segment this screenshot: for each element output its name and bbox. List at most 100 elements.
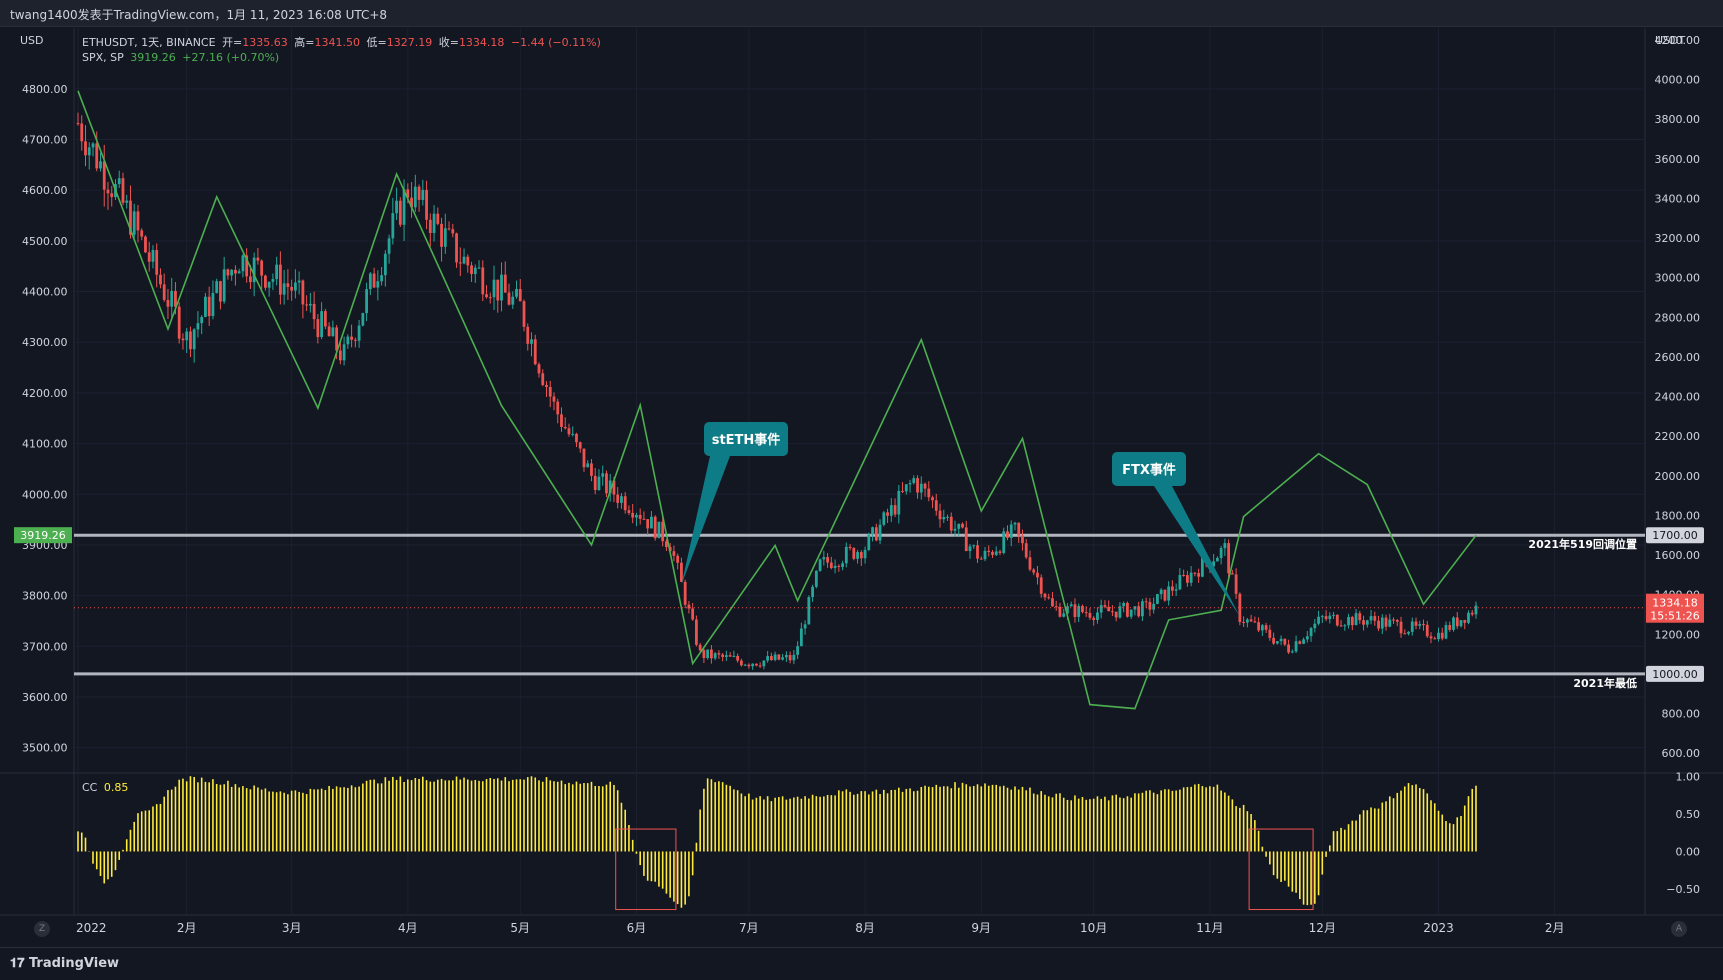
chart-area[interactable]: 2022 2月 3月 4月 5月 6月 7月 8月 9月 10月 11月 12月 2023 2月 4800.… bbox=[0, 27, 1723, 947]
eth-candle bbox=[151, 250, 155, 262]
cc-tick-label: 0.50 bbox=[1676, 808, 1701, 821]
eth-candle bbox=[234, 269, 237, 274]
eth-candle bbox=[1002, 531, 1006, 553]
eth-candle bbox=[129, 200, 132, 235]
right-tick-label: 1800.00 bbox=[1655, 509, 1701, 522]
eth-candle bbox=[792, 654, 796, 661]
cc-value: 0.85 bbox=[103, 781, 129, 794]
eth-candle bbox=[226, 269, 230, 276]
eth-candle bbox=[376, 281, 380, 288]
eth-candle bbox=[1324, 616, 1328, 620]
left-tick-label: 4000.00 bbox=[22, 488, 68, 501]
eth-candle bbox=[267, 281, 271, 288]
eth-candle bbox=[597, 476, 601, 491]
eth-candle bbox=[1339, 625, 1343, 627]
eth-candle bbox=[586, 463, 590, 468]
right-tick-label: 3200.00 bbox=[1655, 232, 1701, 245]
right-tick-label: 2000.00 bbox=[1655, 470, 1701, 483]
eth-candle bbox=[1137, 606, 1141, 617]
eth-candle bbox=[1350, 616, 1354, 626]
eth-candle bbox=[781, 657, 785, 660]
eth-candle bbox=[522, 301, 526, 327]
eth-candle bbox=[627, 510, 631, 513]
zoom-reset-button[interactable]: Z bbox=[34, 921, 50, 937]
eth-candle bbox=[207, 296, 211, 317]
cc-legend: CC 0.85 bbox=[82, 781, 131, 794]
eth-candle bbox=[736, 655, 740, 661]
eth-candle bbox=[278, 264, 282, 295]
tv-mark-icon: 𝟏𝟕 bbox=[10, 956, 29, 971]
eth-candle bbox=[1118, 606, 1122, 618]
eth-candle bbox=[293, 282, 297, 291]
eth-candle bbox=[1062, 613, 1066, 617]
eth-candle bbox=[777, 654, 781, 660]
eth-candle bbox=[1373, 616, 1377, 621]
eth-candle bbox=[477, 267, 481, 269]
eth-candle bbox=[661, 521, 665, 542]
eth-candle bbox=[256, 257, 260, 261]
eth-candle bbox=[1141, 601, 1144, 617]
eth-candle bbox=[635, 514, 638, 518]
level-label: 2021年最低 bbox=[1573, 676, 1637, 690]
eth-candle bbox=[608, 480, 612, 494]
eth-candle bbox=[871, 527, 874, 535]
eth-candle bbox=[961, 523, 964, 528]
eth-candle bbox=[601, 473, 605, 477]
eth-candle bbox=[1358, 613, 1362, 621]
x-tick-label: 2023 bbox=[1423, 921, 1454, 935]
eth-candle bbox=[1275, 641, 1279, 644]
eth-candle bbox=[1425, 624, 1429, 637]
callout-text: FTX事件 bbox=[1122, 462, 1176, 478]
x-tick-label: 11月 bbox=[1196, 921, 1223, 935]
eth-candle bbox=[769, 656, 773, 661]
eth-candle bbox=[1174, 589, 1178, 591]
eth-candle bbox=[710, 649, 713, 659]
eth-candle bbox=[1069, 604, 1073, 607]
eth-candle bbox=[927, 488, 931, 498]
eth-candle bbox=[657, 521, 661, 539]
eth-candle bbox=[829, 562, 833, 569]
eth-candle bbox=[323, 311, 327, 327]
eth-candle bbox=[556, 401, 560, 415]
eth-candle bbox=[818, 559, 822, 571]
eth-candle bbox=[646, 519, 650, 529]
spx-change: +27.16 (+0.70%) bbox=[182, 51, 280, 64]
cc-highlight-box bbox=[615, 828, 677, 911]
eth-candle bbox=[140, 230, 144, 237]
eth-candle bbox=[987, 550, 991, 553]
eth-candle bbox=[481, 267, 485, 295]
cc-label: CC bbox=[82, 781, 98, 794]
eth-candle bbox=[796, 646, 800, 655]
eth-candle bbox=[380, 275, 383, 282]
eth-candle bbox=[361, 313, 365, 326]
level-tag bbox=[1646, 665, 1704, 682]
eth-candle bbox=[308, 303, 312, 306]
eth-candle bbox=[837, 565, 841, 567]
eth-candle bbox=[1096, 612, 1099, 621]
callout-pointer bbox=[1154, 486, 1240, 617]
eth-candle bbox=[886, 512, 889, 516]
eth-candle bbox=[174, 290, 177, 307]
eth-candle bbox=[533, 339, 537, 365]
eth-candle bbox=[814, 570, 818, 587]
eth-candle bbox=[1058, 606, 1062, 617]
low-value: 1327.19 bbox=[386, 36, 433, 49]
eth-candle bbox=[80, 123, 84, 142]
auto-scale-button[interactable]: A bbox=[1671, 921, 1687, 937]
eth-candle bbox=[979, 558, 983, 560]
x-tick-label: 8月 bbox=[855, 921, 875, 935]
eth-candle bbox=[76, 123, 80, 125]
right-tick-label: 600.00 bbox=[1662, 747, 1701, 760]
eth-candle bbox=[1163, 589, 1167, 601]
eth-candle bbox=[342, 344, 346, 361]
left-tick-label: 3600.00 bbox=[22, 691, 68, 704]
spx-price-tag-text: 3919.26 bbox=[20, 529, 66, 542]
level-tag-text: 1700.00 bbox=[1652, 529, 1698, 542]
callout-box bbox=[1112, 452, 1186, 486]
left-tick-label: 4200.00 bbox=[22, 387, 68, 400]
eth-candle bbox=[496, 279, 500, 301]
x-tick-label: 2月 bbox=[1545, 921, 1565, 935]
eth-candle bbox=[1144, 601, 1148, 603]
spx-legend: SPX, SP 3919.26 +27.16 (+0.70%) bbox=[82, 51, 282, 64]
spx-line bbox=[77, 90, 1477, 710]
